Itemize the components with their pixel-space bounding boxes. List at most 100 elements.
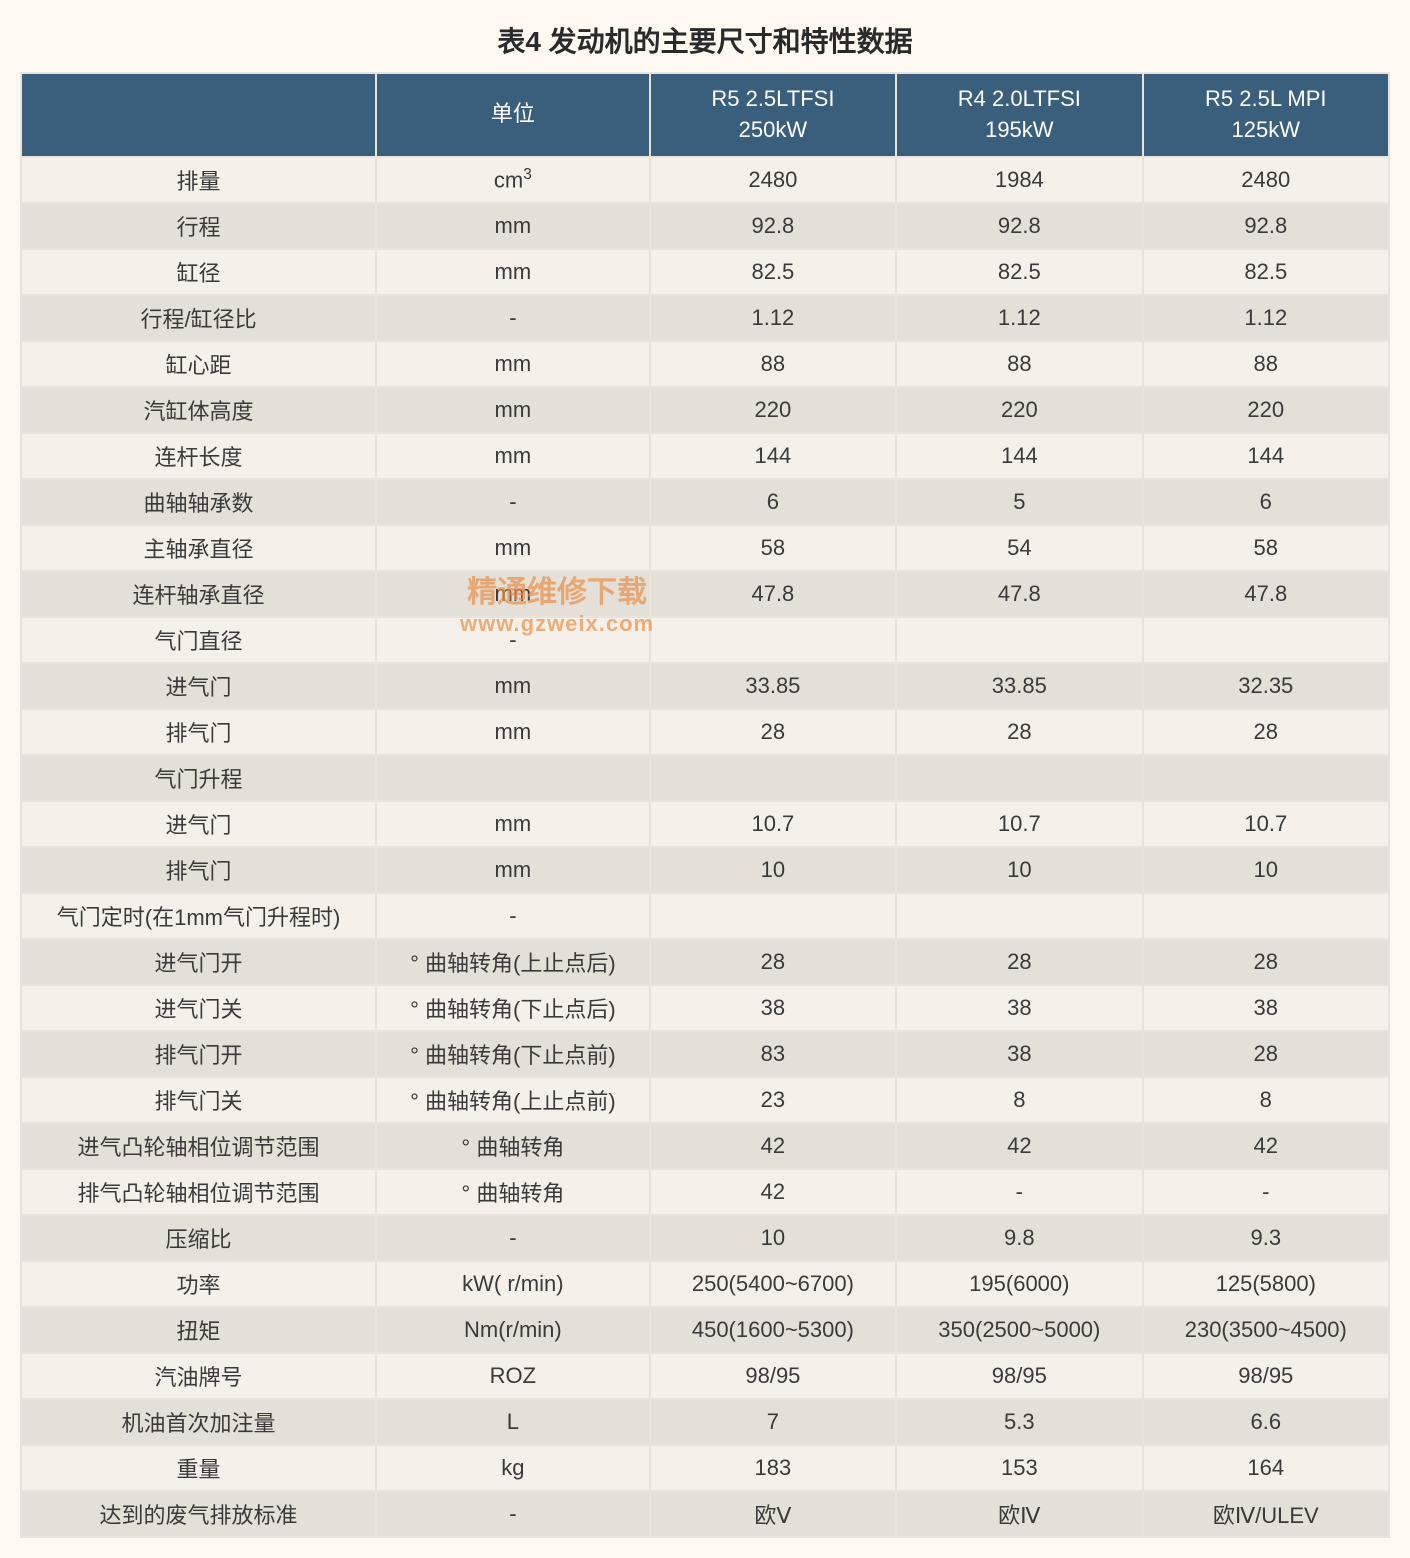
engine-spec-table: 单位 R5 2.5LTFSI 250kW R4 2.0LTFSI 195kW R…	[20, 72, 1390, 1538]
row-label: 进气门	[22, 664, 375, 708]
row-value: 92.8	[651, 204, 895, 248]
row-unit: ° 曲轴转角(上止点前)	[377, 1078, 649, 1122]
row-value: 47.8	[651, 572, 895, 616]
row-unit: ROZ	[377, 1354, 649, 1398]
row-label: 汽缸体高度	[22, 388, 375, 432]
row-value	[897, 618, 1141, 662]
row-unit: mm	[377, 250, 649, 294]
row-label: 排气凸轮轴相位调节范围	[22, 1170, 375, 1214]
row-value: 7	[651, 1400, 895, 1444]
row-label: 排气门关	[22, 1078, 375, 1122]
table-row: 缸径mm82.582.582.5	[22, 250, 1388, 294]
row-value: 450(1600~5300)	[651, 1308, 895, 1352]
row-unit: mm	[377, 664, 649, 708]
row-unit: ° 曲轴转角	[377, 1124, 649, 1168]
row-value: 5.3	[897, 1400, 1141, 1444]
table-row: 机油首次加注量L75.36.6	[22, 1400, 1388, 1444]
row-value: 10	[897, 848, 1141, 892]
row-label: 连杆轴承直径	[22, 572, 375, 616]
row-value: 欧Ⅳ	[897, 1492, 1141, 1536]
header-col1: R5 2.5LTFSI 250kW	[651, 74, 895, 156]
table-row: 行程/缸径比-1.121.121.12	[22, 296, 1388, 340]
row-value: 1984	[897, 158, 1141, 202]
row-value	[897, 756, 1141, 800]
row-value	[651, 618, 895, 662]
row-label: 气门直径	[22, 618, 375, 662]
row-label: 扭矩	[22, 1308, 375, 1352]
row-value: 42	[651, 1124, 895, 1168]
header-col2-line2: 195kW	[903, 115, 1135, 146]
row-value	[1144, 894, 1388, 938]
row-label: 排气门	[22, 710, 375, 754]
row-unit: ° 曲轴转角(下止点前)	[377, 1032, 649, 1076]
row-value: 350(2500~5000)	[897, 1308, 1141, 1352]
row-value: 10.7	[1144, 802, 1388, 846]
row-value: 32.35	[1144, 664, 1388, 708]
row-value: 28	[1144, 1032, 1388, 1076]
row-value	[897, 894, 1141, 938]
row-value: 88	[897, 342, 1141, 386]
row-unit: -	[377, 480, 649, 524]
row-value	[1144, 618, 1388, 662]
header-blank	[22, 74, 375, 156]
header-col2-line1: R4 2.0LTFSI	[903, 84, 1135, 115]
table-row: 排气门mm101010	[22, 848, 1388, 892]
row-value: 58	[651, 526, 895, 570]
table-row: 排气门mm282828	[22, 710, 1388, 754]
row-value: 92.8	[897, 204, 1141, 248]
table-row: 曲轴轴承数-656	[22, 480, 1388, 524]
row-unit: ° 曲轴转角	[377, 1170, 649, 1214]
row-label: 重量	[22, 1446, 375, 1490]
table-row: 汽油牌号ROZ98/9598/9598/95	[22, 1354, 1388, 1398]
row-label: 进气凸轮轴相位调节范围	[22, 1124, 375, 1168]
row-value: 10.7	[651, 802, 895, 846]
row-value: 220	[897, 388, 1141, 432]
row-unit: L	[377, 1400, 649, 1444]
row-value: 1.12	[1144, 296, 1388, 340]
table-row: 排气门开° 曲轴转角(下止点前)833828	[22, 1032, 1388, 1076]
row-value: 欧Ⅳ/ULEV	[1144, 1492, 1388, 1536]
row-value: 125(5800)	[1144, 1262, 1388, 1306]
table-row: 压缩比-109.89.3	[22, 1216, 1388, 1260]
row-label: 主轴承直径	[22, 526, 375, 570]
row-label: 排气门	[22, 848, 375, 892]
row-value: 183	[651, 1446, 895, 1490]
row-value: 47.8	[897, 572, 1141, 616]
row-value: 10	[1144, 848, 1388, 892]
row-unit: ° 曲轴转角(下止点后)	[377, 986, 649, 1030]
row-value: 220	[1144, 388, 1388, 432]
row-label: 机油首次加注量	[22, 1400, 375, 1444]
row-value: 9.3	[1144, 1216, 1388, 1260]
header-col3: R5 2.5L MPI 125kW	[1144, 74, 1388, 156]
row-value: 28	[651, 940, 895, 984]
row-value: 6.6	[1144, 1400, 1388, 1444]
row-value: 220	[651, 388, 895, 432]
row-value: 98/95	[1144, 1354, 1388, 1398]
table-body: 排量cm3248019842480行程mm92.892.892.8缸径mm82.…	[22, 158, 1388, 1536]
row-value: 83	[651, 1032, 895, 1076]
table-row: 重量kg183153164	[22, 1446, 1388, 1490]
row-value: 28	[897, 940, 1141, 984]
row-label: 缸心距	[22, 342, 375, 386]
row-unit: Nm(r/min)	[377, 1308, 649, 1352]
row-value: 9.8	[897, 1216, 1141, 1260]
row-value: -	[1144, 1170, 1388, 1214]
row-value: 54	[897, 526, 1141, 570]
table-row: 缸心距mm888888	[22, 342, 1388, 386]
row-value: 164	[1144, 1446, 1388, 1490]
row-value: 23	[651, 1078, 895, 1122]
table-row: 主轴承直径mm585458	[22, 526, 1388, 570]
row-value: 230(3500~4500)	[1144, 1308, 1388, 1352]
row-label: 排量	[22, 158, 375, 202]
row-value: 250(5400~6700)	[651, 1262, 895, 1306]
row-value: 38	[1144, 986, 1388, 1030]
row-value: 42	[1144, 1124, 1388, 1168]
row-value: 10.7	[897, 802, 1141, 846]
row-unit: -	[377, 296, 649, 340]
row-value: 144	[1144, 434, 1388, 478]
row-value: 10	[651, 848, 895, 892]
row-label: 气门升程	[22, 756, 375, 800]
row-label: 连杆长度	[22, 434, 375, 478]
table-title: 表4 发动机的主要尺寸和特性数据	[20, 20, 1390, 60]
row-unit	[377, 756, 649, 800]
